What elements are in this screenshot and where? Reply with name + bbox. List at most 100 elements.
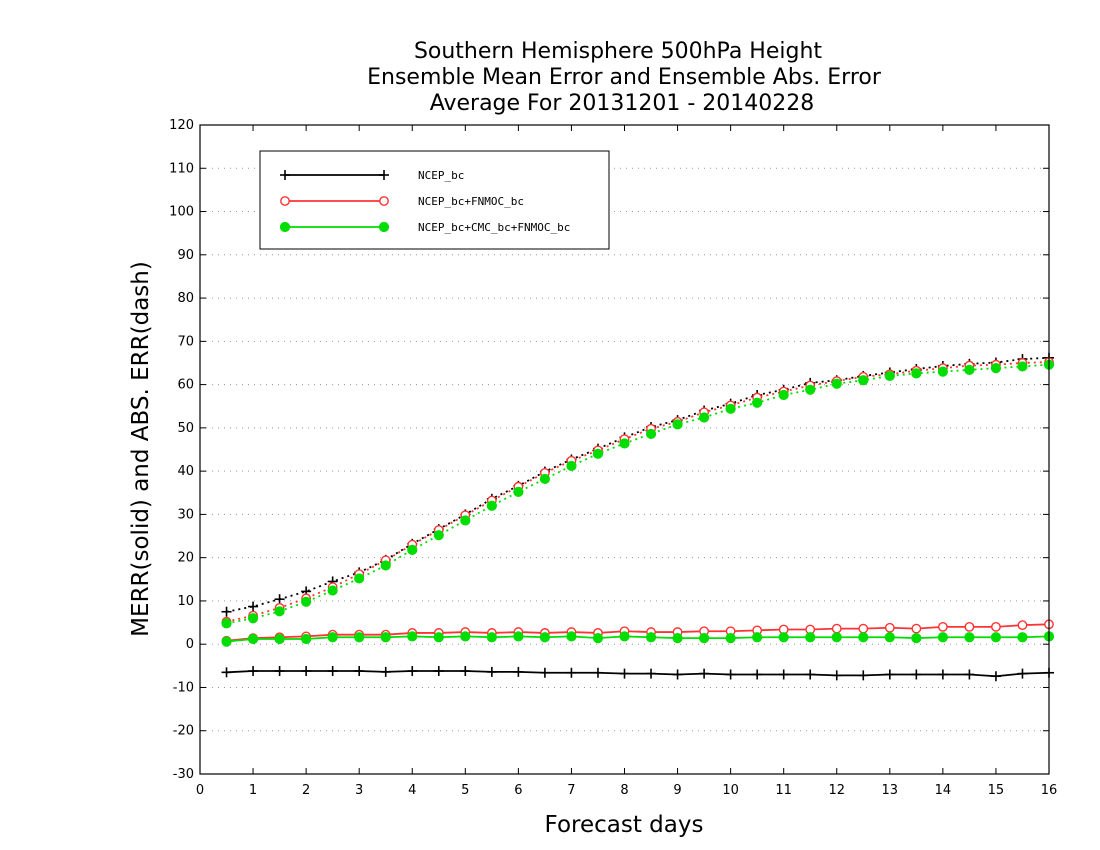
abs-err-point bbox=[221, 618, 232, 629]
y-tick-label: 0 bbox=[186, 637, 194, 652]
merr-point bbox=[248, 666, 259, 677]
merr-point bbox=[433, 632, 444, 643]
abs-err-point bbox=[433, 530, 444, 541]
abs-err-line bbox=[226, 363, 1050, 625]
y-tick-label: 110 bbox=[169, 161, 194, 176]
merr-point bbox=[619, 668, 630, 679]
y-axis-label: MERR(solid) and ABS. ERR(dash) bbox=[128, 261, 154, 637]
abs-err-point bbox=[221, 606, 232, 617]
legend-box bbox=[259, 150, 610, 250]
merr-point bbox=[645, 632, 657, 643]
merr-point bbox=[805, 632, 816, 643]
abs-err-point bbox=[327, 585, 338, 596]
abs-err-point bbox=[354, 573, 365, 584]
merr-point bbox=[884, 669, 895, 680]
x-tick-label: 4 bbox=[408, 783, 416, 798]
merr-point bbox=[991, 621, 1001, 632]
abs-err-point bbox=[380, 560, 391, 571]
chart-title-line-1: Southern Hemisphere 500hPa Height bbox=[414, 39, 822, 64]
abs-err-point bbox=[645, 428, 657, 440]
merr-point bbox=[619, 631, 630, 642]
legend-entry-3: NCEP_bc+CMC_bc+FNMOC_bc bbox=[279, 221, 570, 234]
abs-err-point bbox=[698, 412, 710, 423]
x-tick-label: 10 bbox=[722, 783, 739, 798]
abs-err-line bbox=[226, 356, 1050, 613]
y-tick-label: 50 bbox=[177, 421, 194, 436]
y-tick-label: 10 bbox=[177, 594, 194, 609]
merr-point bbox=[301, 633, 312, 645]
merr-point bbox=[274, 666, 285, 677]
legend-marker-right bbox=[379, 170, 389, 180]
abs-err-point bbox=[248, 601, 259, 612]
legend-label: NCEP_bc+CMC_bc+FNMOC_bc bbox=[418, 221, 570, 234]
merr-point bbox=[566, 631, 577, 642]
x-tick-label: 9 bbox=[673, 783, 681, 798]
chart-title-line-2: Ensemble Mean Error and Ensemble Abs. Er… bbox=[367, 65, 882, 90]
merr-point bbox=[486, 666, 497, 677]
merr-point bbox=[937, 669, 948, 680]
merr-point bbox=[911, 633, 922, 644]
abs-err-point bbox=[566, 460, 577, 472]
merr-point bbox=[354, 666, 365, 677]
x-tick-label: 13 bbox=[882, 783, 899, 798]
merr-point bbox=[460, 666, 471, 677]
y-tick-label: 90 bbox=[177, 248, 194, 263]
merr-point bbox=[486, 632, 497, 643]
y-tick-label: -20 bbox=[173, 724, 194, 739]
abs-err-point bbox=[407, 544, 418, 555]
merr-point bbox=[778, 669, 789, 680]
legend-entry-2: NCEP_bc+FNMOC_bc bbox=[280, 195, 524, 208]
y-tick-label: 40 bbox=[177, 464, 194, 479]
merr-point bbox=[380, 632, 391, 643]
merr-point bbox=[964, 632, 975, 643]
x-tick-label: 8 bbox=[620, 783, 628, 798]
x-tick-label: 7 bbox=[567, 783, 575, 798]
abs-err-point bbox=[911, 368, 922, 379]
legend-marker-right bbox=[379, 196, 389, 206]
x-tick-label: 15 bbox=[988, 783, 1005, 798]
merr-point bbox=[752, 669, 763, 680]
x-tick-label: 11 bbox=[775, 783, 792, 798]
x-tick-label: 14 bbox=[935, 783, 952, 798]
series-3 bbox=[221, 359, 1055, 647]
abs-err-point bbox=[619, 438, 630, 449]
merr-point bbox=[460, 631, 471, 642]
merr-point bbox=[725, 633, 736, 644]
y-tick-label: 120 bbox=[169, 118, 194, 133]
y-tick-label: 70 bbox=[177, 334, 194, 349]
merr-point bbox=[1017, 668, 1028, 679]
merr-point bbox=[327, 632, 338, 643]
abs-err-point bbox=[274, 606, 285, 617]
series-1 bbox=[221, 352, 1054, 682]
legend-marker-left bbox=[280, 196, 290, 206]
merr-point bbox=[911, 623, 922, 634]
x-tick-label: 5 bbox=[461, 783, 469, 798]
merr-point bbox=[858, 623, 869, 634]
merr-point bbox=[699, 668, 710, 679]
merr-point bbox=[221, 636, 232, 647]
merr-point bbox=[831, 623, 842, 634]
abs-err-point bbox=[1017, 361, 1028, 372]
abs-err-point bbox=[672, 419, 683, 430]
abs-err-point bbox=[937, 366, 948, 377]
abs-err-point bbox=[539, 473, 551, 485]
merr-point bbox=[274, 633, 285, 645]
merr-point bbox=[778, 632, 789, 643]
abs-err-point bbox=[301, 596, 312, 607]
abs-err-point bbox=[858, 375, 869, 386]
x-tick-label: 3 bbox=[355, 783, 363, 798]
merr-point bbox=[513, 666, 524, 677]
merr-point bbox=[937, 621, 948, 632]
merr-point bbox=[858, 670, 869, 681]
abs-err-point bbox=[964, 364, 975, 375]
y-tick-label: 60 bbox=[177, 378, 194, 393]
y-tick-label: 100 bbox=[169, 205, 194, 220]
x-tick-label: 1 bbox=[249, 783, 257, 798]
y-tick-label: 80 bbox=[177, 291, 194, 306]
merr-point bbox=[221, 667, 232, 678]
merr-point bbox=[884, 632, 895, 643]
chart-title: Southern Hemisphere 500hPa Height Ensemb… bbox=[367, 39, 882, 116]
abs-err-point bbox=[725, 403, 736, 414]
x-tick-label: 12 bbox=[828, 783, 845, 798]
